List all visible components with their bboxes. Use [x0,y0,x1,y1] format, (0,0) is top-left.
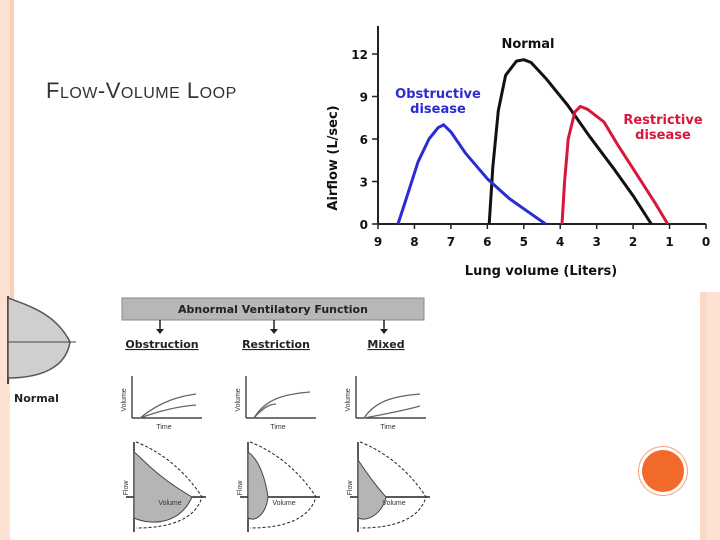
x-tick-label: 6 [483,235,491,249]
x-tick-label: 5 [520,235,528,249]
normal-reference-loop [135,441,203,529]
y-tick-label: 6 [360,133,368,147]
series-label-2: Restrictive [623,113,702,128]
down-arrow-head [270,329,278,334]
y-tick-label: 3 [360,176,368,190]
time-axis-label: Time [270,424,285,431]
series-line-0 [487,58,653,225]
column-2: Mixed Volume Time Flow Volume [345,320,430,532]
disease-loop [133,450,193,523]
ventilatory-function-diagram: Normal Abnormal Ventilatory Function Obs… [7,296,430,532]
series-label-1: Obstructive [395,87,481,102]
x-tick-label: 7 [447,235,455,249]
time-axis-label: Time [156,424,171,431]
y-axis-label: Airflow (L/sec) [326,105,341,210]
slide-title: FLOW-VOLUME LOOP [46,78,237,104]
normal-loop: Normal [7,296,76,405]
x-tick-label: 8 [410,235,418,249]
volume-axis-label: Volume [382,500,405,507]
title-part: LOW [59,85,98,102]
title-part: OOP [199,85,237,102]
normal-label: Normal [14,392,59,405]
normal-reference-loop [359,441,427,529]
down-arrow-head [156,329,164,334]
title-part: F [46,78,60,103]
series-line-1 [396,123,547,226]
right-decor-bar [706,292,720,540]
column-0: Obstruction Volume Time Flow Volume [121,320,206,532]
x-tick-label: 3 [592,235,600,249]
normal-reference-loop [249,441,317,529]
series-label-2: disease [635,128,691,143]
series-label-1: disease [410,102,466,117]
volume-axis-label: Volume [121,388,128,411]
time-axis-label: Time [380,424,395,431]
x-tick-label: 4 [556,235,564,249]
flow-volume-plot: Flow Volume [123,441,206,532]
y-tick-label: 9 [360,91,368,105]
flow-axis-label: Flow [123,480,130,496]
banner-box [121,297,425,321]
volume-axis-label: Volume [272,500,295,507]
title-part: L [180,78,200,103]
y-tick-label: 12 [351,48,368,62]
column-title: Obstruction [125,338,198,351]
volume-time-plot: Volume Time [345,376,426,431]
title-part: OLUME [120,85,181,102]
column-1: Restriction Volume Time Flow Volume [235,320,320,532]
flow-volume-plot: Flow Volume [347,441,430,532]
series-label-0: Normal [502,37,555,52]
x-tick-label: 1 [665,235,673,249]
x-tick-label: 2 [629,235,637,249]
right-decor-bar-inner [700,292,706,540]
down-arrow-head [380,329,388,334]
left-decor-bar-inner [10,0,14,300]
flow-volume-plot: Flow Volume [237,441,320,532]
volume-axis-label: Volume [235,388,242,411]
title-part: -V [97,78,121,103]
column-title: Restriction [242,338,310,351]
volume-axis-label: Volume [345,388,352,411]
series-line-2 [560,104,669,225]
disease-loop [247,451,269,520]
banner-text: Abnormal Ventilatory Function [178,303,368,316]
y-tick-label: 0 [360,218,368,232]
left-decor-bar [0,0,10,540]
x-tick-label: 9 [374,235,382,249]
flow-axis-label: Flow [347,480,354,496]
column-title: Mixed [367,338,404,351]
volume-time-plot: Volume Time [235,376,316,431]
orange-accent-dot [642,450,684,492]
flow-axis-label: Flow [237,480,244,496]
x-axis-label: Lung volume (Liters) [465,264,617,279]
x-tick-label: 0 [702,235,710,249]
volume-time-plot: Volume Time [121,376,202,431]
disease-loop [357,458,387,520]
volume-axis-label: Volume [158,500,181,507]
